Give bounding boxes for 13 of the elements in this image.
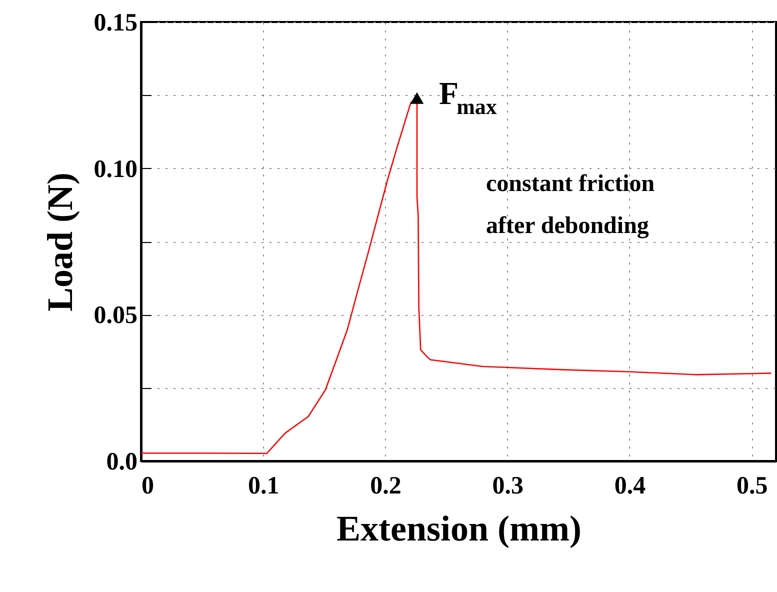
x-tick-label: 0.2 [370,472,402,500]
x-tick-label: 0.5 [736,472,768,500]
y-tick-label: 0.10 [94,156,138,183]
x-tick-label: 0.3 [492,472,524,500]
x-tick-label: 0.1 [248,472,280,500]
y-tick-label: 0.15 [94,10,138,36]
annotation: constant friction after debonding [486,171,655,239]
x-axis-title: Extension (mm) [336,508,582,548]
y-tick-label: 0.05 [94,302,138,330]
y-axis-title: Load (N) [40,172,80,312]
y-tick-label: 0.0 [106,448,138,476]
x-tick-label: 0 [142,472,154,500]
x-tick-label: 0.4 [614,472,646,500]
